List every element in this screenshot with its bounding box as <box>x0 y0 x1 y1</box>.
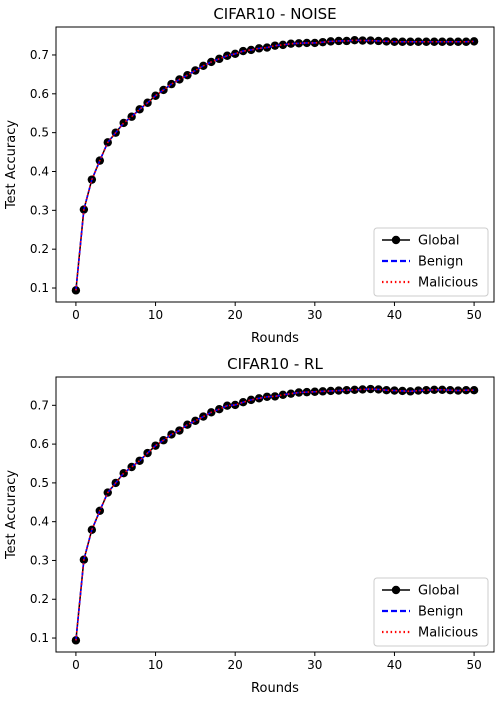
chart-panel-2: CIFAR10 - RL 0 10 20 30 40 50 0.1 0.2 0.3 0.4 0.5 0.… <box>4 355 495 696</box>
data-point <box>342 36 351 46</box>
series-malicious <box>75 388 475 641</box>
x-tick-label: 0 <box>72 308 80 322</box>
legend-marker <box>391 235 401 245</box>
legend-label: Global <box>418 584 459 599</box>
y-tick-label: 0.3 <box>30 203 49 217</box>
legend-label: Benign <box>418 605 463 620</box>
data-point <box>294 388 304 397</box>
data-point <box>278 40 288 50</box>
legend-label: Malicious <box>418 626 478 641</box>
x-axis-label: Rounds <box>251 331 299 346</box>
x-tick-label: 10 <box>148 658 163 672</box>
data-point <box>278 390 288 400</box>
series-line-malicious <box>75 39 475 291</box>
data-point <box>358 36 367 45</box>
y-tick-label: 0.2 <box>30 592 49 606</box>
series-group <box>71 36 479 295</box>
data-point <box>350 36 359 45</box>
x-axis-label: Rounds <box>251 681 299 696</box>
y-tick-label: 0.6 <box>30 437 49 451</box>
legend-item-malicious: Malicious <box>382 276 478 291</box>
y-tick-label: 0.4 <box>30 515 49 529</box>
legend-label: Global <box>418 234 459 249</box>
legend: Global Benign Malicious <box>373 227 489 297</box>
legend-item-global: Global <box>382 234 459 249</box>
x-tick-label: 30 <box>307 658 322 672</box>
data-point <box>366 384 375 394</box>
y-tick-label: 0.6 <box>30 87 49 101</box>
data-point <box>422 37 431 46</box>
x-tick-label: 40 <box>387 658 402 672</box>
y-tick-label: 0.1 <box>30 281 49 295</box>
data-point <box>430 385 439 394</box>
series-malicious <box>75 39 475 291</box>
x-tick-label: 20 <box>228 658 243 672</box>
x-tick-label: 20 <box>228 308 243 322</box>
series-group <box>71 384 479 645</box>
plot-frame <box>55 26 495 303</box>
y-tick-label: 0.7 <box>30 398 49 412</box>
legend-box <box>373 227 489 297</box>
y-tick-label: 0.3 <box>30 553 49 567</box>
y-tick-label: 0.4 <box>30 164 49 178</box>
x-tick-label: 30 <box>307 308 322 322</box>
y-tick-label: 0.5 <box>30 476 49 490</box>
x-tick-label: 0 <box>72 658 80 672</box>
y-axis-label: Test Accuracy <box>4 470 19 560</box>
data-point <box>358 385 367 394</box>
legend: Global Benign Malicious <box>373 577 489 647</box>
legend-marker <box>391 585 401 595</box>
x-tick-label: 10 <box>148 308 163 322</box>
legend-item-global: Global <box>382 584 459 599</box>
legend-item-benign: Benign <box>382 255 463 270</box>
data-point <box>414 37 423 46</box>
series-line-benign <box>75 39 475 291</box>
series-line-malicious <box>75 388 475 641</box>
data-point <box>414 386 423 395</box>
series-benign <box>75 39 475 291</box>
data-point <box>430 37 439 46</box>
data-point <box>350 385 359 394</box>
y-axis-label: Test Accuracy <box>4 120 19 210</box>
y-tick-label: 0.5 <box>30 126 49 140</box>
legend-label: Malicious <box>418 276 478 291</box>
data-point <box>422 385 431 395</box>
y-tick-label: 0.2 <box>30 242 49 256</box>
plot-frame <box>55 376 495 653</box>
x-tick-label: 50 <box>466 308 481 322</box>
legend-label: Benign <box>418 255 463 270</box>
chart-title: CIFAR10 - NOISE <box>213 5 336 23</box>
legend-item-malicious: Malicious <box>382 626 478 641</box>
legend-box <box>373 577 489 647</box>
chart-title: CIFAR10 - RL <box>227 355 323 373</box>
x-tick-label: 50 <box>466 658 481 672</box>
y-tick-label: 0.1 <box>30 631 49 645</box>
y-tick-label: 0.7 <box>30 48 49 62</box>
x-tick-label: 40 <box>387 308 402 322</box>
chart-panel-1: CIFAR10 - NOISE 0 10 20 30 40 50 0.1 0.2 0.3 0.4 0.… <box>4 5 495 346</box>
data-point <box>286 39 296 48</box>
data-point <box>286 389 296 398</box>
data-point <box>294 39 304 48</box>
legend-item-benign: Benign <box>382 605 463 620</box>
